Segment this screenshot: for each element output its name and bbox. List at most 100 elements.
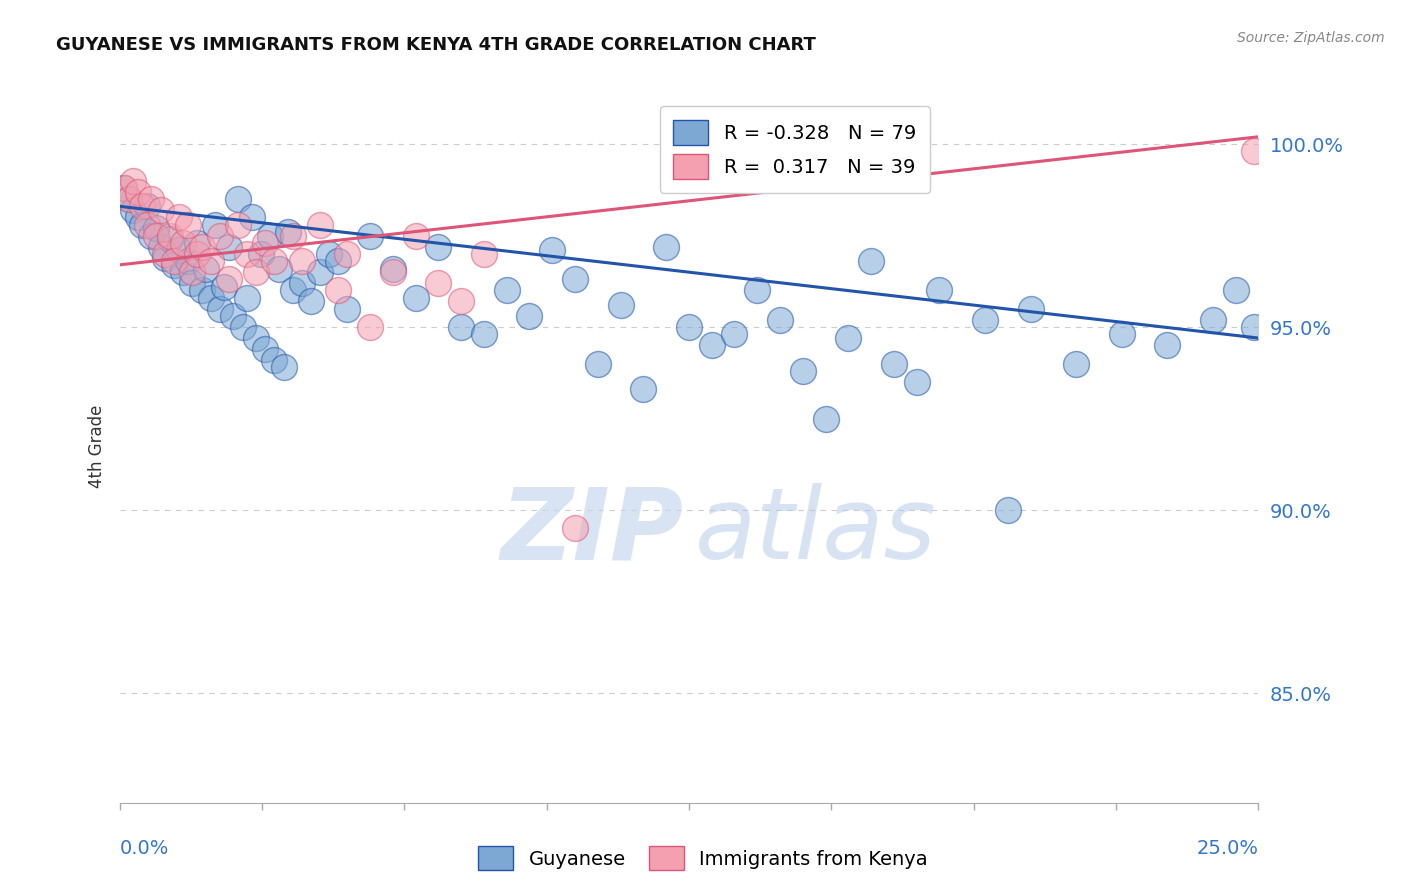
Text: ZIP: ZIP [501, 483, 683, 580]
Point [236, 291, 259, 305]
Point [245, 331, 267, 345]
Point [167, 244, 190, 258]
Point [495, 284, 517, 298]
Point [281, 228, 304, 243]
Point [1156, 338, 1178, 352]
Point [190, 239, 212, 253]
Point [177, 218, 200, 232]
Point [359, 228, 381, 243]
Point [905, 375, 928, 389]
Text: 25.0%: 25.0% [1197, 839, 1258, 858]
Point [122, 174, 145, 188]
Point [997, 503, 1019, 517]
Point [218, 272, 240, 286]
Point [609, 298, 631, 312]
Point [181, 276, 204, 290]
Point [200, 254, 222, 268]
Point [186, 247, 208, 261]
Point [309, 218, 332, 232]
Point [336, 301, 359, 316]
Point [131, 199, 153, 213]
Point [208, 228, 231, 243]
Point [254, 235, 277, 250]
Point [318, 247, 340, 261]
Point [277, 225, 299, 239]
Point [792, 364, 814, 378]
Point [541, 244, 564, 258]
Text: atlas: atlas [695, 483, 936, 580]
Point [655, 239, 678, 253]
Point [153, 247, 176, 261]
Point [427, 239, 450, 253]
Point [1243, 320, 1265, 334]
Point [837, 331, 859, 345]
Point [159, 232, 181, 246]
Point [236, 247, 259, 261]
Point [186, 235, 208, 250]
Legend: R = -0.328   N = 79, R =  0.317   N = 39: R = -0.328 N = 79, R = 0.317 N = 39 [659, 106, 929, 193]
Point [240, 211, 263, 225]
Point [359, 320, 381, 334]
Point [222, 309, 245, 323]
Point [633, 382, 655, 396]
Point [450, 294, 472, 309]
Point [190, 284, 212, 298]
Point [974, 312, 997, 326]
Point [263, 353, 285, 368]
Point [245, 265, 267, 279]
Point [1019, 301, 1042, 316]
Point [328, 254, 350, 268]
Point [159, 228, 181, 243]
Text: Source: ZipAtlas.com: Source: ZipAtlas.com [1237, 31, 1385, 45]
Point [405, 228, 427, 243]
Point [135, 199, 157, 213]
Text: GUYANESE VS IMMIGRANTS FROM KENYA 4TH GRADE CORRELATION CHART: GUYANESE VS IMMIGRANTS FROM KENYA 4TH GR… [56, 36, 815, 54]
Point [249, 247, 271, 261]
Point [1111, 327, 1133, 342]
Point [381, 261, 404, 276]
Point [226, 218, 249, 232]
Point [700, 338, 723, 352]
Point [281, 284, 304, 298]
Point [678, 320, 700, 334]
Point [167, 211, 190, 225]
Point [291, 254, 314, 268]
Point [259, 228, 281, 243]
Point [769, 312, 792, 326]
Point [472, 247, 495, 261]
Point [328, 284, 350, 298]
Point [273, 360, 295, 375]
Point [309, 265, 332, 279]
Point [204, 218, 226, 232]
Point [928, 284, 950, 298]
Point [214, 280, 236, 294]
Point [381, 265, 404, 279]
Point [299, 294, 322, 309]
Point [117, 192, 139, 206]
Point [291, 276, 314, 290]
Point [122, 202, 145, 217]
Point [112, 181, 135, 195]
Point [586, 357, 609, 371]
Point [747, 284, 769, 298]
Point [177, 254, 200, 268]
Point [814, 411, 837, 425]
Point [163, 254, 186, 268]
Point [172, 265, 194, 279]
Point [1225, 284, 1247, 298]
Point [145, 228, 167, 243]
Point [723, 327, 745, 342]
Point [472, 327, 495, 342]
Point [564, 521, 586, 535]
Point [149, 239, 172, 253]
Point [267, 261, 290, 276]
Point [208, 301, 231, 316]
Point [254, 342, 277, 356]
Point [226, 192, 249, 206]
Point [141, 192, 163, 206]
Point [141, 228, 163, 243]
Point [883, 357, 905, 371]
Point [564, 272, 586, 286]
Point [860, 254, 883, 268]
Point [117, 192, 139, 206]
